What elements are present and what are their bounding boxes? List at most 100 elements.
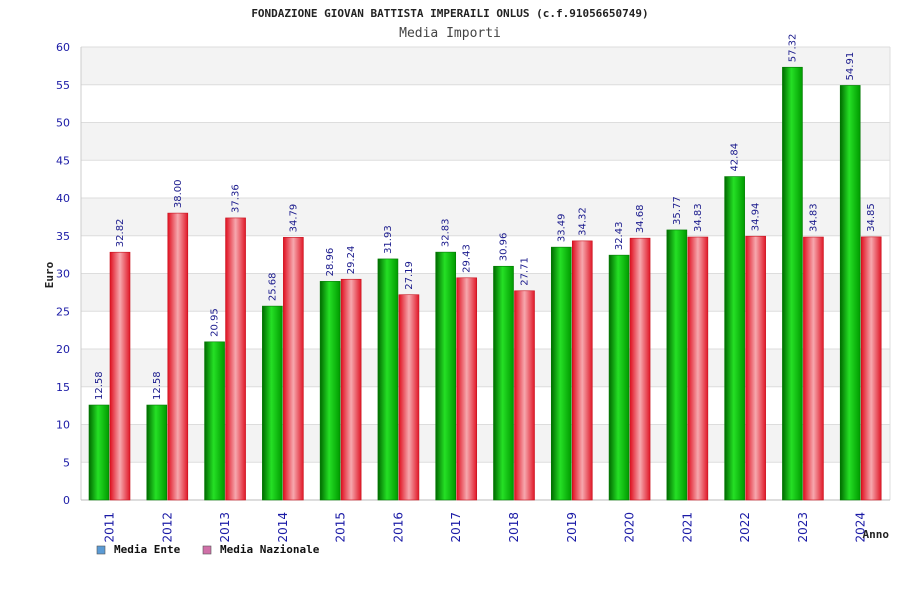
y-tick-label: 40: [56, 192, 70, 205]
data-label: 33.49: [556, 214, 567, 243]
plot-band: [81, 198, 890, 236]
y-tick-label: 20: [56, 343, 70, 356]
y-tick-label: 30: [56, 268, 70, 281]
legend-swatch-media-nazionale: [202, 545, 212, 555]
bar-media-ente: [262, 305, 283, 501]
bar-media-nazionale: [860, 236, 882, 501]
data-label: 27.71: [520, 257, 531, 286]
bar-media-ente: [724, 176, 745, 501]
legend: Media Ente Media Nazionale: [96, 543, 320, 556]
bar-media-nazionale: [687, 236, 709, 501]
data-label: 32.43: [614, 222, 625, 251]
y-tick-label: 0: [63, 494, 70, 507]
bars-group: [88, 66, 882, 501]
y-axis-ticks: 0 5 10 15 20 25 30 35 40 45 50 55 60: [56, 41, 70, 507]
x-tick-label: 2012: [160, 512, 174, 543]
y-tick-label: 10: [56, 419, 70, 432]
bar-media-ente: [377, 258, 399, 501]
plot-band: [81, 160, 890, 198]
data-label: 42.84: [730, 143, 741, 172]
data-label: 34.79: [288, 204, 299, 233]
data-label: 34.68: [635, 205, 646, 234]
y-tick-label: 5: [63, 456, 70, 469]
y-tick-label: 15: [56, 381, 70, 394]
plot-band: [81, 424, 890, 463]
x-tick-label: 2014: [276, 512, 290, 543]
data-label: 35.77: [672, 196, 683, 225]
bar-media-ente: [782, 66, 803, 501]
bar-media-ente: [666, 229, 688, 501]
bar-media-nazionale: [283, 237, 304, 501]
bar-media-nazionale: [225, 217, 246, 501]
bar-media-nazionale: [109, 251, 131, 501]
bar-media-nazionale: [456, 277, 478, 501]
data-label: 28.96: [325, 248, 336, 277]
data-label: 32.83: [441, 218, 452, 247]
x-tick-label: 2015: [334, 512, 348, 543]
y-tick-label: 50: [56, 117, 70, 130]
chart-subtitle: Media Importi: [399, 26, 501, 41]
plot-band: [81, 122, 890, 161]
bar-media-ente: [550, 246, 572, 501]
x-axis-label: Anno: [863, 528, 890, 541]
bar-media-nazionale: [803, 236, 824, 501]
bar-media-ente: [319, 281, 341, 501]
legend-swatch-media-ente: [96, 545, 106, 555]
plot-band: [81, 235, 890, 274]
data-label: 57.32: [787, 34, 798, 63]
bar-media-nazionale: [514, 290, 535, 501]
x-tick-label: 2011: [103, 512, 117, 543]
data-label: 27.19: [404, 261, 415, 290]
x-axis-ticks: 2011 2012 2013 2014 2015 2016 2017 2018 2019 2020…: [103, 512, 868, 543]
y-tick-label: 45: [56, 154, 70, 167]
bar-media-ente: [435, 251, 457, 501]
bar-media-ente: [88, 404, 110, 501]
y-tick-label: 35: [56, 230, 70, 243]
data-label: 34.32: [577, 207, 588, 236]
x-tick-label: 2020: [623, 512, 637, 543]
data-label: 38.00: [173, 179, 184, 208]
x-tick-label: 2024: [854, 512, 868, 543]
y-tick-label: 25: [56, 305, 70, 318]
x-tick-label: 2018: [507, 512, 521, 543]
bar-media-ente: [608, 254, 630, 501]
plot-band: [81, 386, 890, 425]
data-label: 29.24: [346, 246, 357, 275]
data-label: 37.36: [231, 184, 242, 213]
data-label: 20.95: [210, 308, 221, 337]
x-tick-label: 2021: [680, 512, 694, 543]
bar-media-ente: [146, 404, 168, 501]
data-label: 31.93: [383, 225, 394, 254]
bar-media-nazionale: [745, 235, 766, 501]
y-tick-label: 60: [56, 41, 70, 54]
plot-band: [81, 349, 890, 387]
bar-media-nazionale: [571, 240, 593, 501]
bar-media-ente: [493, 265, 514, 501]
data-label: 12.58: [152, 371, 163, 400]
legend-label-media-nazionale: Media Nazionale: [220, 543, 320, 556]
chart-title: FONDAZIONE GIOVAN BATTISTA IMPERAILI ONL…: [251, 7, 648, 20]
bar-media-nazionale: [340, 278, 362, 501]
x-tick-label: 2022: [738, 512, 752, 543]
bar-media-nazionale: [167, 212, 189, 501]
x-tick-label: 2017: [449, 512, 463, 543]
x-tick-label: 2013: [218, 512, 232, 543]
y-tick-label: 55: [56, 79, 70, 92]
plot-band: [81, 84, 890, 123]
data-label: 34.83: [808, 203, 819, 232]
plot-band: [81, 47, 890, 85]
data-label: 29.43: [462, 244, 473, 273]
plot-band: [81, 273, 890, 312]
data-label: 32.82: [115, 219, 126, 248]
bar-media-nazionale: [629, 237, 651, 501]
x-tick-label: 2016: [391, 512, 405, 543]
bar-media-ente: [204, 341, 225, 501]
bar-media-ente: [839, 85, 861, 501]
data-label: 54.91: [845, 52, 856, 81]
x-tick-label: 2019: [565, 512, 579, 543]
data-label: 34.94: [751, 203, 762, 232]
x-tick-label: 2023: [796, 512, 810, 543]
plot-band: [81, 462, 890, 500]
